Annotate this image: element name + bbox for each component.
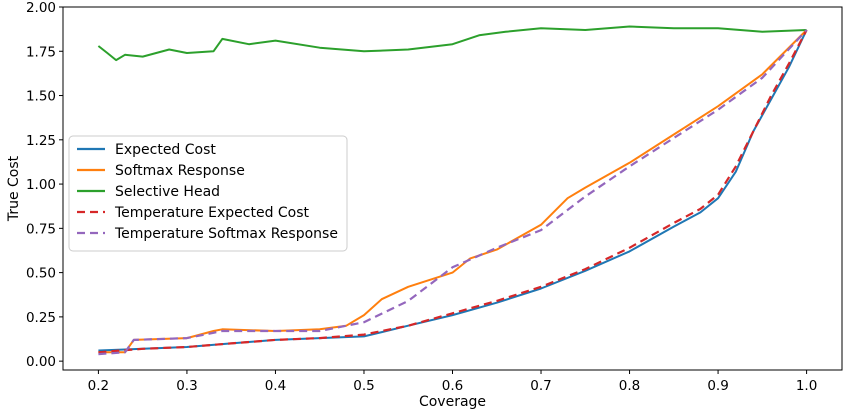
series-line-temperature-expected-cost — [98, 29, 808, 354]
series-layer — [97, 25, 808, 356]
series-line-temperature-softmax-response — [98, 29, 808, 356]
x-tick-label: 0.9 — [707, 378, 728, 394]
series-line-softmax-response — [98, 29, 808, 354]
x-tick-label: 0.2 — [88, 378, 109, 394]
x-tick-label: 0.5 — [353, 378, 374, 394]
y-axis: 0.00 0.25 0.50 0.75 1.00 1.25 1.50 1.75 2.00 — [26, 0, 63, 370]
y-tick-label: 0.25 — [26, 310, 56, 326]
y-tick-label: 1.00 — [26, 177, 56, 193]
legend-box — [68, 135, 348, 252]
y-tick-label: 0.75 — [26, 221, 56, 237]
x-tick-label: 0.6 — [442, 378, 463, 394]
y-tick-label: 1.75 — [26, 44, 56, 60]
legend-label: Temperature Softmax Response — [114, 226, 338, 242]
y-tick-label: 1.50 — [26, 89, 56, 105]
x-axis: 0.2 0.3 0.4 0.5 0.6 0.7 0.8 0.9 1.0 — [88, 370, 817, 394]
y-tick-label: 1.25 — [26, 133, 56, 149]
legend-label: Expected Cost — [115, 142, 216, 158]
legend-label: Softmax Response — [115, 163, 245, 179]
y-tick-label: 0.00 — [26, 354, 56, 370]
x-tick-label: 0.3 — [176, 378, 197, 394]
x-tick-label: 0.8 — [619, 378, 640, 394]
x-axis-label: Coverage — [419, 394, 486, 410]
x-tick-label: 0.4 — [265, 378, 286, 394]
x-tick-label: 0.7 — [530, 378, 551, 394]
x-tick-label: 1.0 — [796, 378, 817, 394]
y-tick-label: 2.00 — [26, 0, 56, 16]
y-axis-label: True Cost — [6, 155, 22, 222]
y-tick-label: 0.50 — [26, 266, 56, 282]
legend: Expected Cost Softmax Response Selective H… — [68, 135, 348, 252]
series-line-selective-head — [97, 25, 807, 62]
legend-label: Temperature Expected Cost — [114, 205, 310, 221]
legend-label: Selective Head — [115, 184, 220, 200]
